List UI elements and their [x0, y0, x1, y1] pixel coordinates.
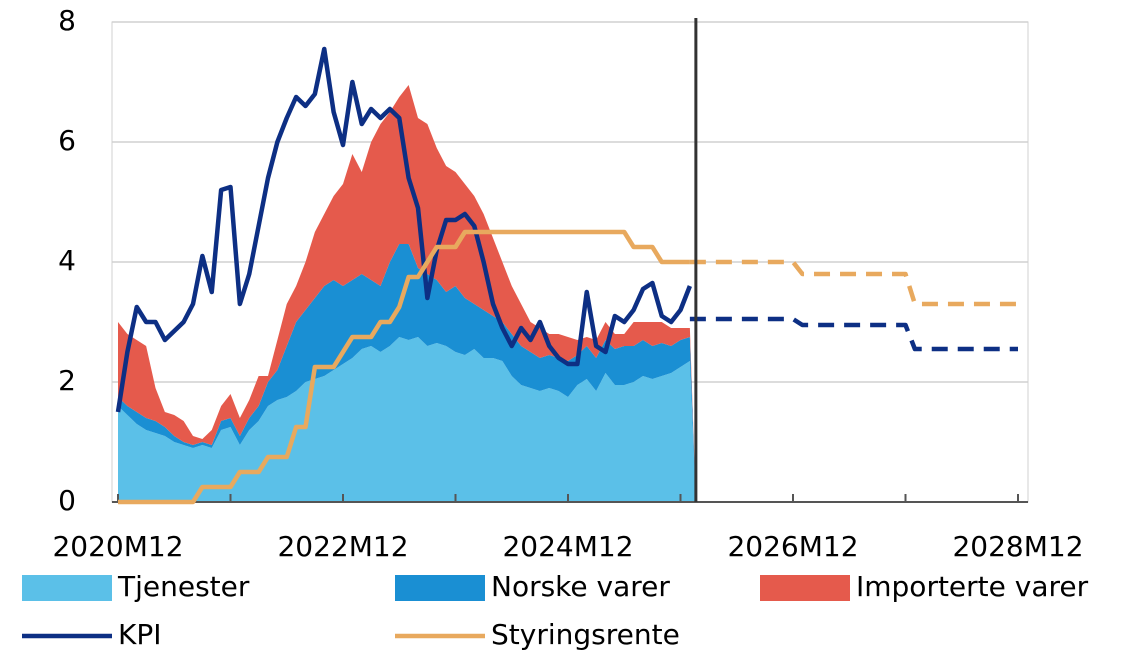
legend-label: Tjenester [117, 570, 250, 603]
y-tick-label: 2 [58, 364, 76, 397]
line [115, 46, 692, 413]
y-tick-label: 4 [58, 244, 76, 277]
y-tick-label: 8 [58, 4, 76, 37]
x-tick-label: 2020M12 [52, 530, 183, 563]
legend-label: KPI [118, 618, 162, 651]
legend-swatch [760, 575, 850, 601]
x-tick-label: 2028M12 [952, 530, 1083, 563]
legend-label: Styringsrente [491, 618, 680, 651]
legend-label: Importerte varer [856, 570, 1089, 603]
area [118, 337, 696, 502]
projection-line [689, 316, 1018, 352]
y-tick-label: 6 [58, 124, 76, 157]
x-tick-label: 2022M12 [277, 530, 408, 563]
legend-swatch [395, 575, 485, 601]
x-tick-label: 2024M12 [502, 530, 633, 563]
area [118, 244, 696, 502]
line [118, 229, 690, 505]
projection-line [689, 259, 1018, 307]
y-tick-label: 0 [58, 484, 76, 517]
legend-swatch [22, 575, 112, 601]
legend-label: Norske varer [491, 570, 670, 603]
x-tick-label: 2026M12 [727, 530, 858, 563]
